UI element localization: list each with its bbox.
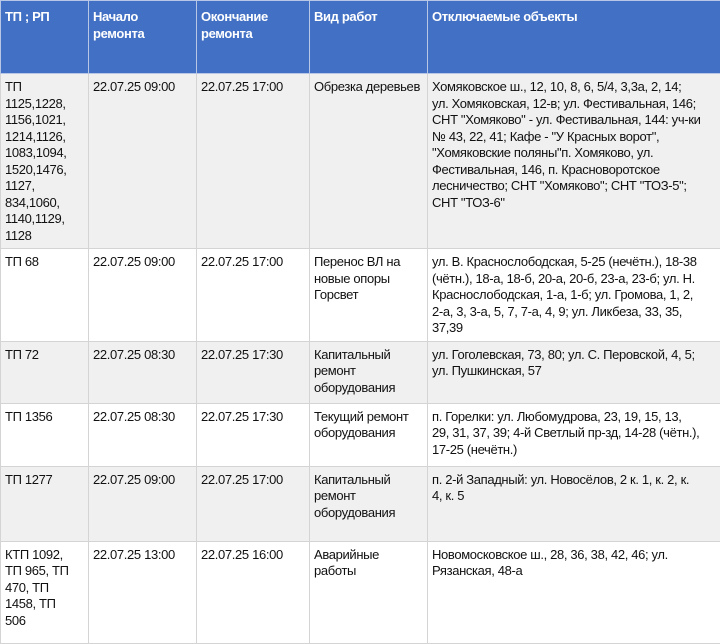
cell-start: 22.07.25 09:00 xyxy=(89,74,197,249)
cell-tp: ТП 1125,1228, 1156,1021, 1214,1126, 1083… xyxy=(1,74,89,249)
cell-objects: п. 2-й Западный: ул. Новосёлов, 2 к. 1, … xyxy=(428,466,720,541)
cell-end: 22.07.25 17:30 xyxy=(197,403,310,466)
cell-end: 22.07.25 17:00 xyxy=(197,74,310,249)
cell-objects: Хомяковское ш., 12, 10, 8, 6, 5/4, 3,3а,… xyxy=(428,74,720,249)
cell-objects: ул. Гоголевская, 73, 80; ул. С. Перовско… xyxy=(428,341,720,403)
cell-tp: ТП 72 xyxy=(1,341,89,403)
cell-work: Перенос ВЛ на новые опоры Горсвет xyxy=(310,249,428,342)
cell-work: Текущий ремонт оборудования xyxy=(310,403,428,466)
cell-start: 22.07.25 09:00 xyxy=(89,249,197,342)
cell-work: Обрезка деревьев xyxy=(310,74,428,249)
header-row: ТП ; РП Начало ремонта Окончание ремонта… xyxy=(1,1,720,74)
cell-work: Капитальный ремонт оборудования xyxy=(310,341,428,403)
cell-objects: Новомосковское ш., 28, 36, 38, 42, 46; у… xyxy=(428,541,720,643)
cell-tp: ТП 68 xyxy=(1,249,89,342)
cell-end: 22.07.25 17:30 xyxy=(197,341,310,403)
table-row: КТП 1092, ТП 965, ТП 470, ТП 1458, ТП 50… xyxy=(1,541,720,643)
header-work: Вид работ xyxy=(310,1,428,74)
header-end: Окончание ремонта xyxy=(197,1,310,74)
cell-end: 22.07.25 16:00 xyxy=(197,541,310,643)
cell-end: 22.07.25 17:00 xyxy=(197,249,310,342)
cell-end: 22.07.25 17:00 xyxy=(197,466,310,541)
cell-tp: ТП 1277 xyxy=(1,466,89,541)
header-start: Начало ремонта xyxy=(89,1,197,74)
cell-tp: ТП 1356 xyxy=(1,403,89,466)
cell-objects: п. Горелки: ул. Любомудрова, 23, 19, 15,… xyxy=(428,403,720,466)
cell-start: 22.07.25 08:30 xyxy=(89,403,197,466)
cell-work: Аварийные работы xyxy=(310,541,428,643)
cell-start: 22.07.25 09:00 xyxy=(89,466,197,541)
header-objects: Отключаемые объекты xyxy=(428,1,720,74)
header-tp: ТП ; РП xyxy=(1,1,89,74)
cell-start: 22.07.25 08:30 xyxy=(89,341,197,403)
table-row: ТП 1125,1228, 1156,1021, 1214,1126, 1083… xyxy=(1,74,720,249)
cell-objects: ул. В. Краснослободская, 5-25 (нечётн.),… xyxy=(428,249,720,342)
cell-tp: КТП 1092, ТП 965, ТП 470, ТП 1458, ТП 50… xyxy=(1,541,89,643)
cell-work: Капитальный ремонт оборудования xyxy=(310,466,428,541)
cell-start: 22.07.25 13:00 xyxy=(89,541,197,643)
